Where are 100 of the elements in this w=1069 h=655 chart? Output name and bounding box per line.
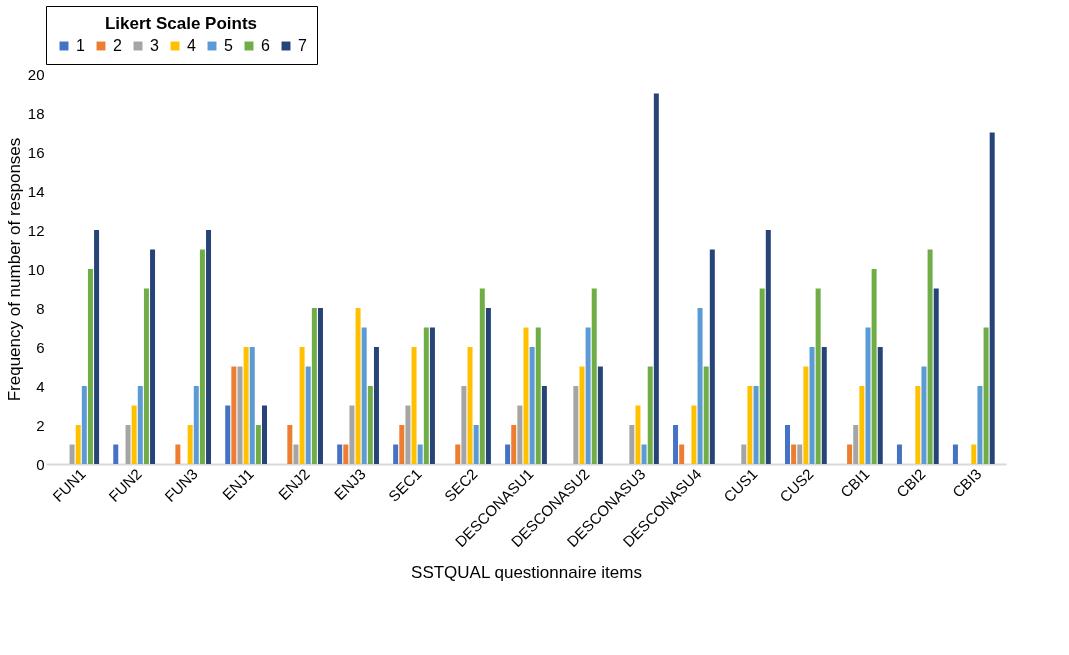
- legend-label: 3: [150, 37, 159, 54]
- y-tick-label: 2: [36, 416, 45, 434]
- bar: [679, 444, 685, 464]
- bar: [485, 308, 491, 464]
- bar: [137, 386, 143, 464]
- bar: [461, 386, 467, 464]
- bar: [367, 386, 373, 464]
- y-tick-label: 20: [27, 65, 45, 83]
- bar: [803, 366, 809, 464]
- bar: [249, 347, 255, 464]
- bar: [417, 444, 423, 464]
- bar: [349, 405, 355, 464]
- bar: [765, 230, 771, 464]
- bar: [405, 405, 411, 464]
- bar: [709, 249, 715, 464]
- bar: [977, 386, 983, 464]
- bar: [150, 249, 156, 464]
- legend-label: 4: [187, 37, 196, 54]
- bar: [597, 366, 603, 464]
- bar: [175, 444, 181, 464]
- bar: [355, 308, 361, 464]
- bar: [629, 425, 635, 464]
- bar: [225, 405, 231, 464]
- bar: [511, 425, 517, 464]
- bar: [143, 288, 149, 464]
- bar: [535, 327, 541, 464]
- bar: [585, 327, 591, 464]
- bar: [187, 425, 193, 464]
- bar: [361, 327, 367, 464]
- y-tick-label: 0: [36, 455, 45, 473]
- bar: [741, 444, 747, 464]
- bar: [847, 444, 853, 464]
- legend-title: Likert Scale Points: [104, 14, 258, 33]
- bar: [641, 444, 647, 464]
- bar: [317, 308, 323, 464]
- y-tick-label: 10: [27, 260, 45, 278]
- bar: [921, 366, 927, 464]
- bar: [243, 347, 249, 464]
- bar: [423, 327, 429, 464]
- y-tick-label: 14: [27, 182, 45, 200]
- bar: [75, 425, 81, 464]
- y-tick-label: 6: [36, 338, 45, 356]
- bar: [199, 249, 205, 464]
- bar: [653, 93, 659, 464]
- legend-label: 5: [224, 37, 233, 54]
- y-axis-title: Frequency of number of responses: [4, 137, 24, 402]
- y-tick-label: 8: [36, 299, 45, 317]
- bar: [853, 425, 859, 464]
- bar: [131, 405, 137, 464]
- bar: [81, 386, 87, 464]
- bar: [747, 386, 753, 464]
- bar: [293, 444, 299, 464]
- bar: [865, 327, 871, 464]
- bar: [373, 347, 379, 464]
- bar: [815, 288, 821, 464]
- bar: [523, 327, 529, 464]
- bar: [971, 444, 977, 464]
- bar: [673, 425, 679, 464]
- legend-label: 7: [298, 37, 307, 54]
- bar: [429, 327, 435, 464]
- bar: [479, 288, 485, 464]
- x-axis-title: SSTQUAL questionnaire items: [411, 563, 642, 583]
- bar: [193, 386, 199, 464]
- bar: [113, 444, 119, 464]
- bar: [455, 444, 461, 464]
- bar: [759, 288, 765, 464]
- bar: [399, 425, 405, 464]
- bar: [797, 444, 803, 464]
- bar: [896, 444, 902, 464]
- legend-label: 6: [261, 37, 270, 54]
- y-tick-label: 18: [27, 104, 45, 122]
- bar: [467, 347, 473, 464]
- bar: [473, 425, 479, 464]
- bar: [821, 347, 827, 464]
- bar: [125, 425, 131, 464]
- bar: [305, 366, 311, 464]
- bar: [785, 425, 790, 464]
- bar: [983, 327, 989, 464]
- bar: [393, 444, 399, 464]
- bar: [591, 288, 597, 464]
- y-tick-label: 16: [27, 143, 45, 161]
- bar: [691, 405, 697, 464]
- bar: [206, 230, 212, 464]
- bar: [337, 444, 343, 464]
- bar: [871, 269, 877, 464]
- bar: [579, 366, 585, 464]
- bar: [697, 308, 703, 464]
- bar: [927, 249, 933, 464]
- bar: [791, 444, 797, 464]
- bar: [635, 405, 641, 464]
- bar: [703, 366, 709, 464]
- bar: [287, 425, 293, 464]
- bar: [237, 366, 243, 464]
- y-tick-label: 12: [27, 221, 45, 239]
- bar: [262, 405, 267, 464]
- bar: [529, 347, 535, 464]
- legend-label: 1: [76, 37, 85, 54]
- y-tick-label: 4: [36, 377, 45, 395]
- bar: [411, 347, 417, 464]
- bar: [952, 444, 958, 464]
